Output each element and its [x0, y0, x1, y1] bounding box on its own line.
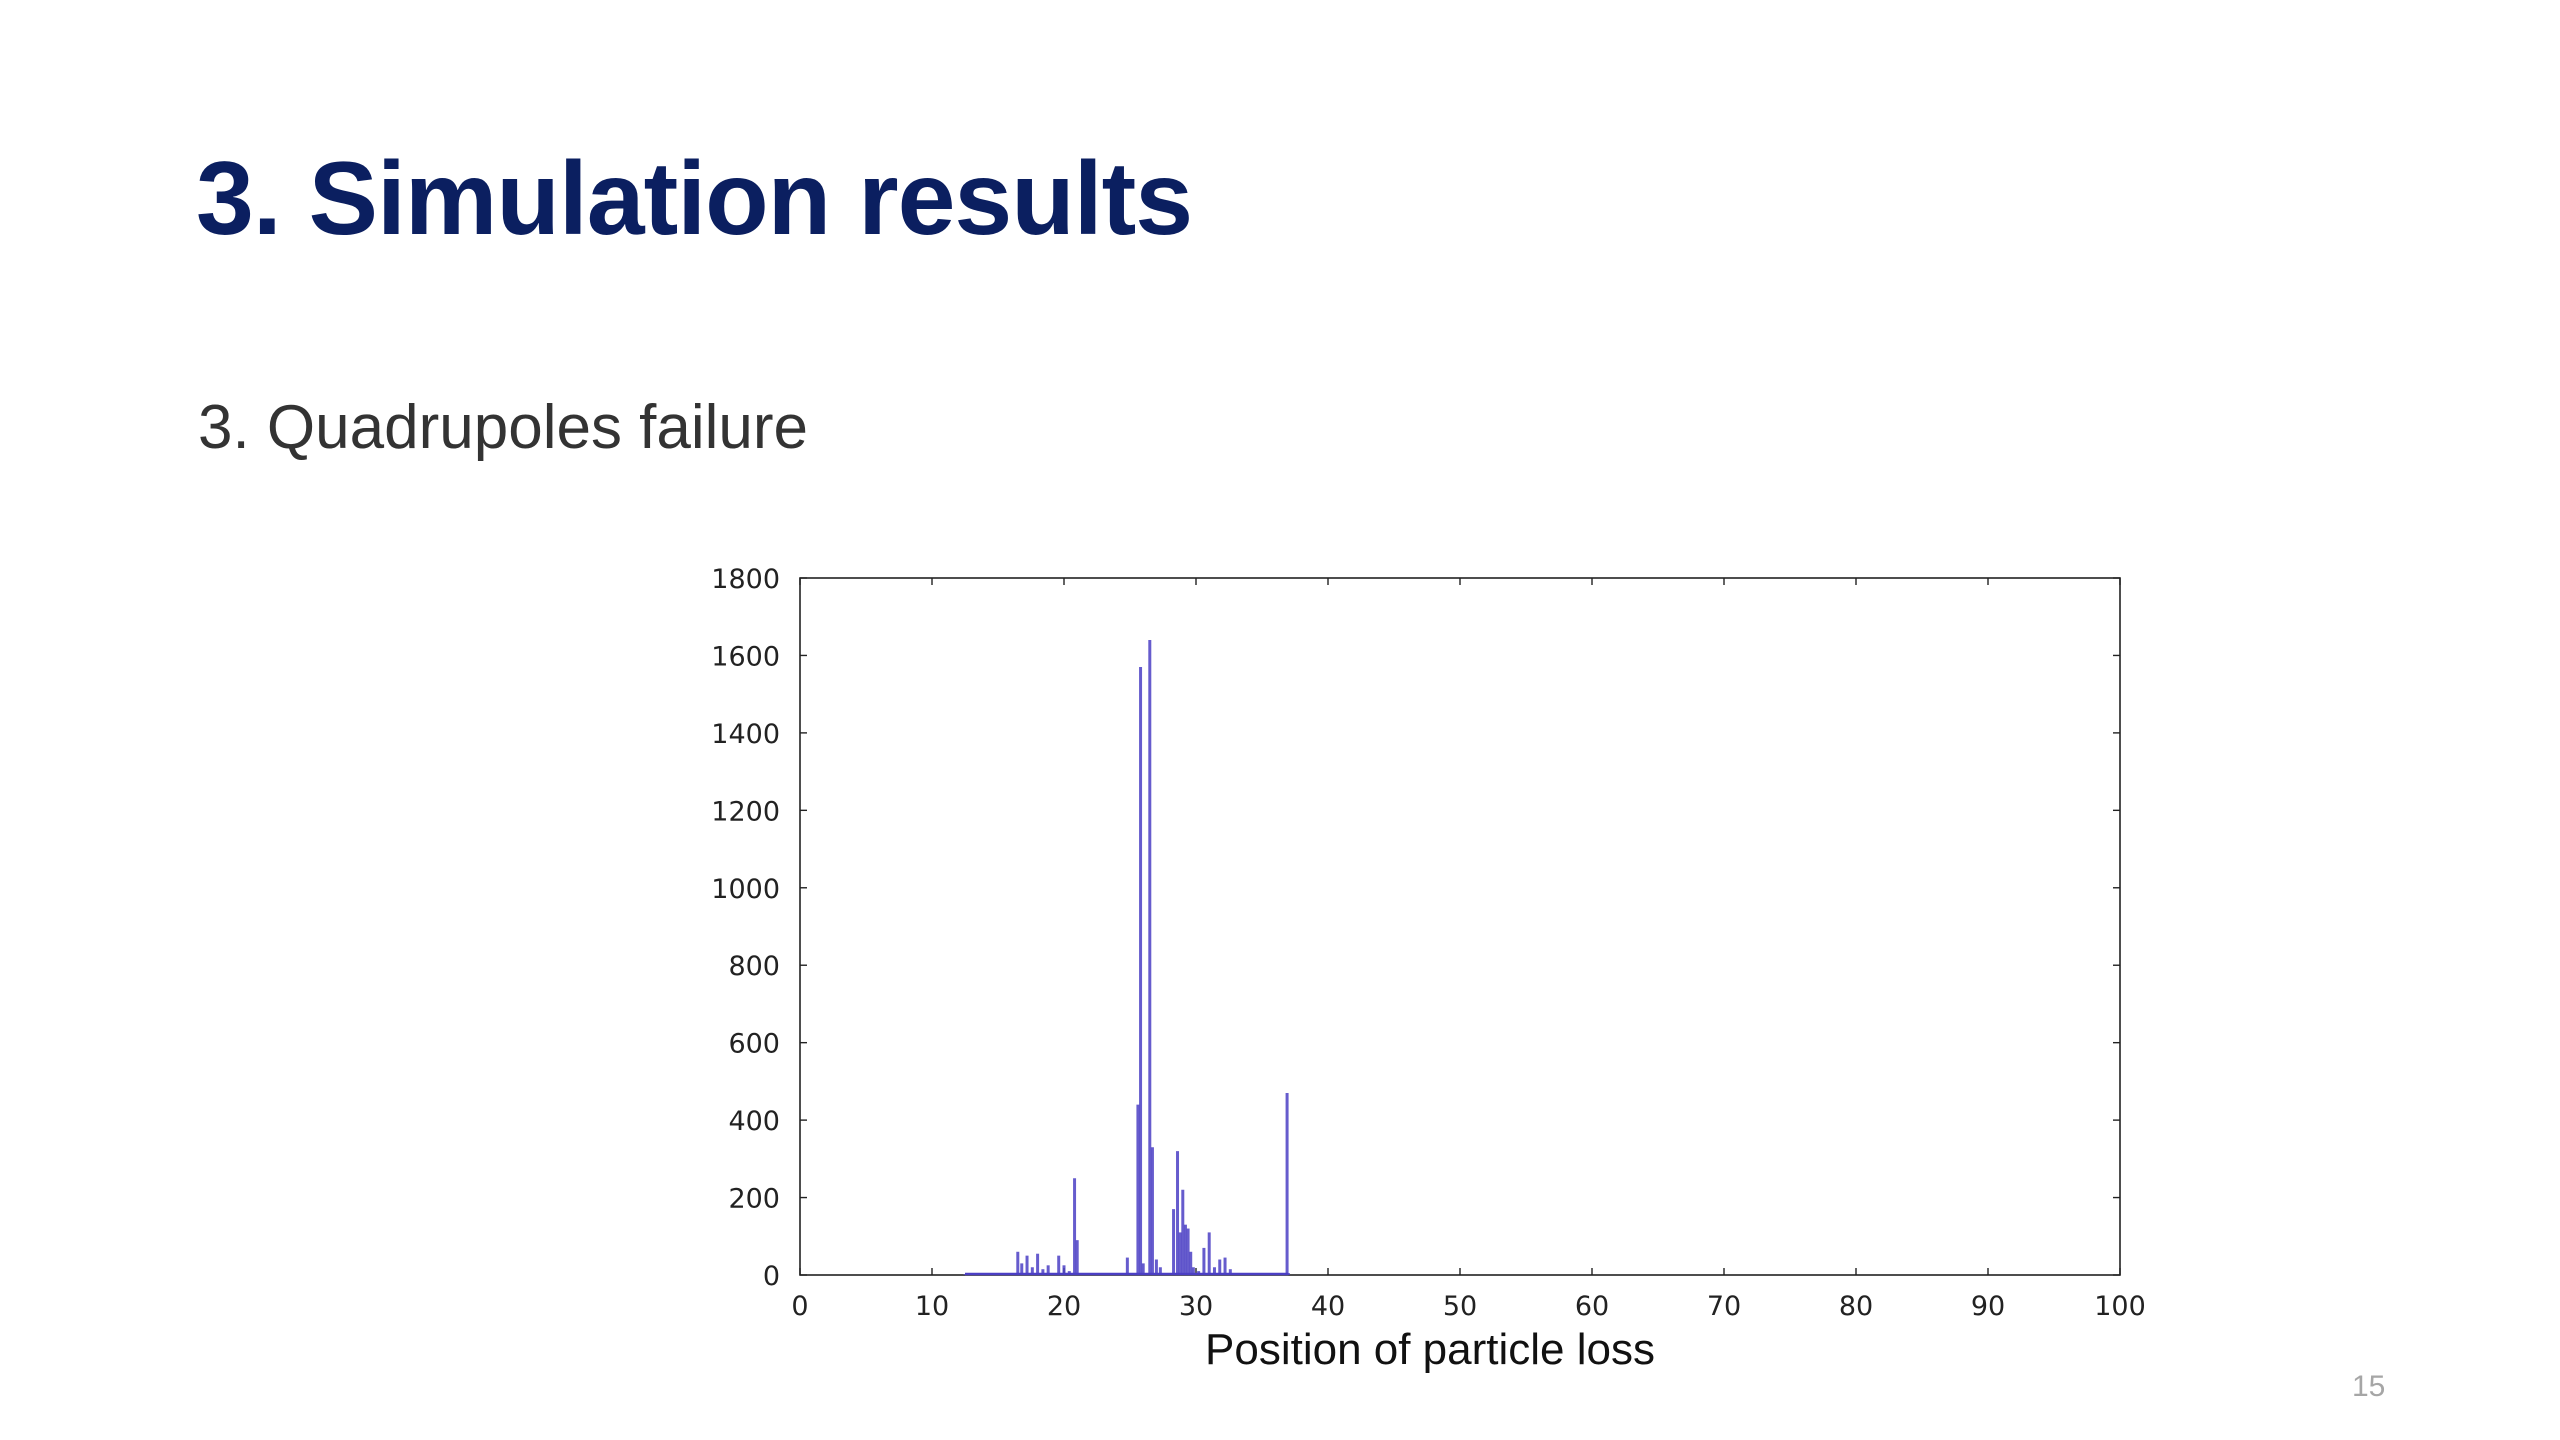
- y-tick-label: 1400: [711, 719, 780, 750]
- x-tick-label: 70: [1707, 1291, 1741, 1320]
- x-tick-label: 0: [791, 1291, 808, 1320]
- x-axis-label: Position of particle loss: [1205, 1325, 1655, 1374]
- x-tick-label: 90: [1971, 1291, 2005, 1320]
- y-tick-label: 400: [728, 1106, 780, 1137]
- page-number: 15: [2352, 1370, 2386, 1403]
- slide-title: 3. Simulation results: [196, 141, 1193, 257]
- y-tick-label: 1800: [711, 564, 780, 595]
- y-tick-label: 200: [728, 1184, 780, 1215]
- x-tick-label: 20: [1047, 1291, 1081, 1320]
- x-tick-label: 80: [1839, 1291, 1873, 1320]
- y-tick-label: 0: [763, 1261, 780, 1292]
- slide-subtitle: 3. Quadrupoles failure: [198, 393, 809, 462]
- y-tick-label: 1200: [711, 796, 780, 827]
- x-tick-label: 50: [1443, 1291, 1477, 1320]
- x-tick-label: 100: [2094, 1291, 2146, 1320]
- plot-frame: [799, 577, 2121, 1276]
- x-tick-label: 40: [1311, 1291, 1345, 1320]
- y-tick-label: 600: [728, 1029, 780, 1060]
- particle-loss-chart: 0 10 20 30 40 50 60 70 80 90 100020040060080010001…: [711, 564, 2146, 1320]
- y-tick-label: 1000: [711, 874, 780, 905]
- x-tick-label: 30: [1179, 1291, 1213, 1320]
- x-tick-label: 60: [1575, 1291, 1609, 1320]
- y-tick-label: 1600: [711, 641, 780, 672]
- x-tick-label: 10: [915, 1291, 949, 1320]
- y-tick-label: 800: [728, 951, 780, 982]
